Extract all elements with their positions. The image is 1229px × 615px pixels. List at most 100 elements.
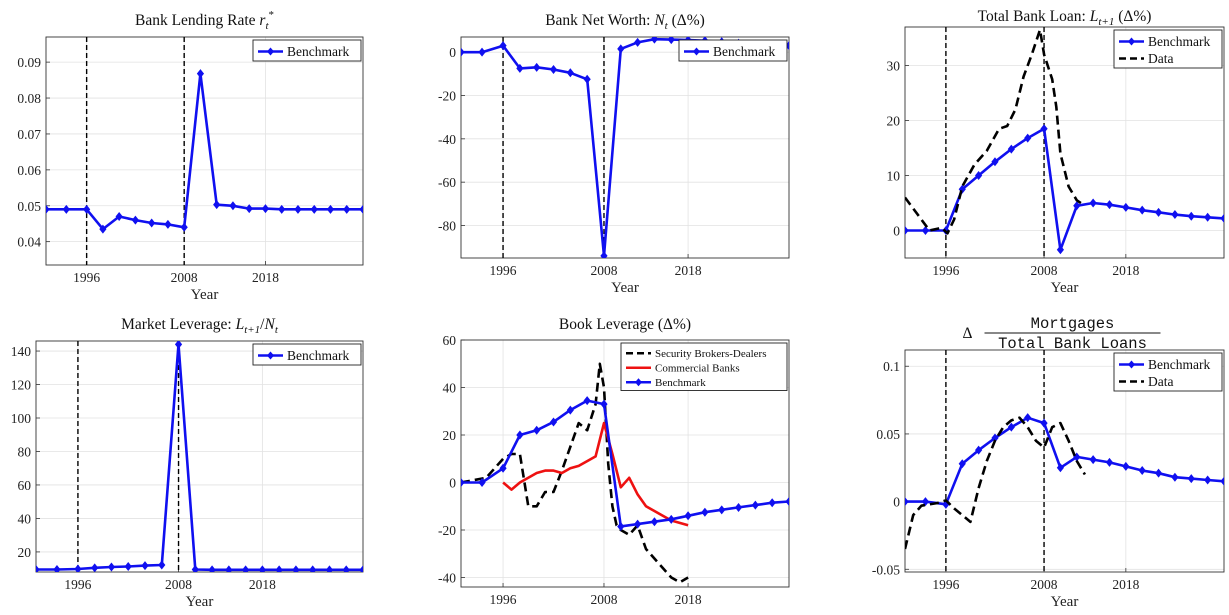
y-tick-label: 0.05	[876, 427, 900, 442]
plot-area-frame	[904, 349, 1225, 573]
y-tick-label: 0.09	[17, 55, 41, 70]
data-point	[1187, 474, 1195, 484]
data-point	[516, 430, 524, 440]
x-tick-label: 2018	[249, 577, 276, 592]
data-point	[1220, 213, 1224, 223]
x-axis-label: Year	[1051, 280, 1079, 296]
data-point	[124, 561, 132, 571]
x-axis-label: Year	[191, 287, 219, 303]
data-point	[499, 41, 507, 51]
data-point	[921, 497, 930, 507]
data-point	[499, 463, 507, 473]
x-tick-label: 2008	[171, 270, 198, 285]
data-point	[1105, 457, 1114, 467]
data-point	[294, 204, 302, 214]
data-point	[275, 565, 283, 572]
chart-title: Δ	[963, 325, 973, 342]
data-point	[905, 226, 909, 235]
y-tick-label: -20	[438, 523, 456, 538]
data-point	[174, 341, 183, 349]
data-point	[325, 565, 334, 572]
legend-label: Benchmark	[1148, 357, 1210, 372]
legend-marker	[267, 47, 274, 56]
data-point	[258, 565, 266, 572]
y-tick-label: 20	[18, 545, 32, 560]
series-line-benchmark	[905, 127, 1224, 252]
series-line-data	[905, 28, 1086, 235]
legend-marker	[267, 351, 274, 360]
data-point	[1089, 198, 1097, 208]
data-point	[1138, 465, 1146, 475]
series-line-benchmark	[36, 342, 363, 572]
data-point	[46, 204, 50, 214]
plot-area-frame	[460, 339, 790, 588]
data-point	[359, 204, 363, 214]
data-point	[225, 565, 233, 572]
chart-title: Bank Net Worth: Nt (Δ%)	[545, 12, 705, 32]
x-tick-label: 2008	[1031, 577, 1058, 592]
data-point	[1138, 205, 1146, 215]
data-point	[1007, 144, 1015, 154]
chart-panel-2: 1996 2008 2018 0 -20 -40 -60 -80 Year Benchmark Ba…	[438, 12, 790, 296]
y-tick-label: 0.08	[17, 91, 41, 106]
data-point	[650, 37, 659, 44]
series-line-data	[905, 416, 1087, 550]
legend: Benchmark	[252, 39, 362, 62]
data-point	[99, 224, 107, 234]
legend-box	[252, 39, 362, 62]
data-point	[478, 478, 486, 487]
x-tick-label: 2008	[1031, 263, 1058, 278]
data-point	[1122, 461, 1130, 471]
data-point	[1056, 245, 1065, 255]
y-tick-label: 0	[449, 45, 456, 60]
legend-marker	[693, 47, 700, 56]
x-tick-label: 2008	[165, 577, 192, 592]
data-point	[768, 498, 776, 508]
data-point	[667, 514, 675, 524]
legend: Benchmark Data	[1113, 352, 1223, 392]
data-point	[180, 222, 188, 232]
legend-label: Security Brokers-Dealers	[655, 348, 767, 360]
data-point	[1154, 207, 1163, 217]
data-point	[141, 561, 149, 571]
series-line-benchmark	[461, 37, 789, 258]
data-point	[1040, 418, 1048, 428]
y-tick-label: 0.05	[17, 199, 41, 214]
chart-panel-3: 1996 2008 2018 0 10 20 30 Year Benchmark Data Tota…	[887, 8, 1225, 296]
data-point	[566, 68, 574, 78]
chart-title: Book Leverage (Δ%)	[559, 316, 691, 333]
y-tick-label: 100	[11, 411, 32, 426]
x-tick-label: 2018	[675, 263, 702, 278]
y-tick-label: -80	[438, 219, 456, 234]
data-point	[1089, 455, 1097, 465]
y-tick-label: -20	[438, 89, 456, 104]
legend-box	[678, 39, 788, 62]
plot-area-frame	[35, 340, 364, 573]
data-point	[83, 204, 91, 214]
legend-label: Benchmark	[655, 377, 706, 389]
series-line-commercial-banks	[502, 421, 689, 527]
data-point	[516, 63, 524, 73]
legend-marker	[1128, 360, 1135, 369]
x-tick-label: 1996	[932, 263, 959, 278]
chart-panel-5: 1996 2008 2018 60 40 20 0 -20 -40 Security Broker…	[438, 316, 790, 607]
plot-area-frame	[45, 36, 364, 266]
chart-panel-1: 1996 2008 2018 0.04 0.05 0.06 0.07 0.08 0.09 Year…	[17, 9, 364, 303]
data-point	[634, 37, 642, 47]
data-point	[1204, 475, 1212, 485]
y-tick-label: 40	[443, 381, 457, 396]
data-point	[701, 507, 709, 517]
data-point	[549, 65, 558, 74]
data-point	[343, 204, 351, 214]
x-axis-label: Year	[186, 594, 214, 610]
legend: Benchmark	[252, 343, 362, 366]
data-point	[549, 417, 558, 427]
series-line-benchmark	[905, 416, 1224, 506]
fraction-denominator: Total Bank Loans	[998, 335, 1147, 353]
y-tick-label: 80	[18, 444, 32, 459]
data-point	[115, 212, 123, 222]
y-tick-label: -40	[438, 571, 456, 586]
data-point	[326, 204, 335, 214]
y-tick-label: -0.05	[872, 562, 900, 577]
data-point	[461, 478, 465, 487]
